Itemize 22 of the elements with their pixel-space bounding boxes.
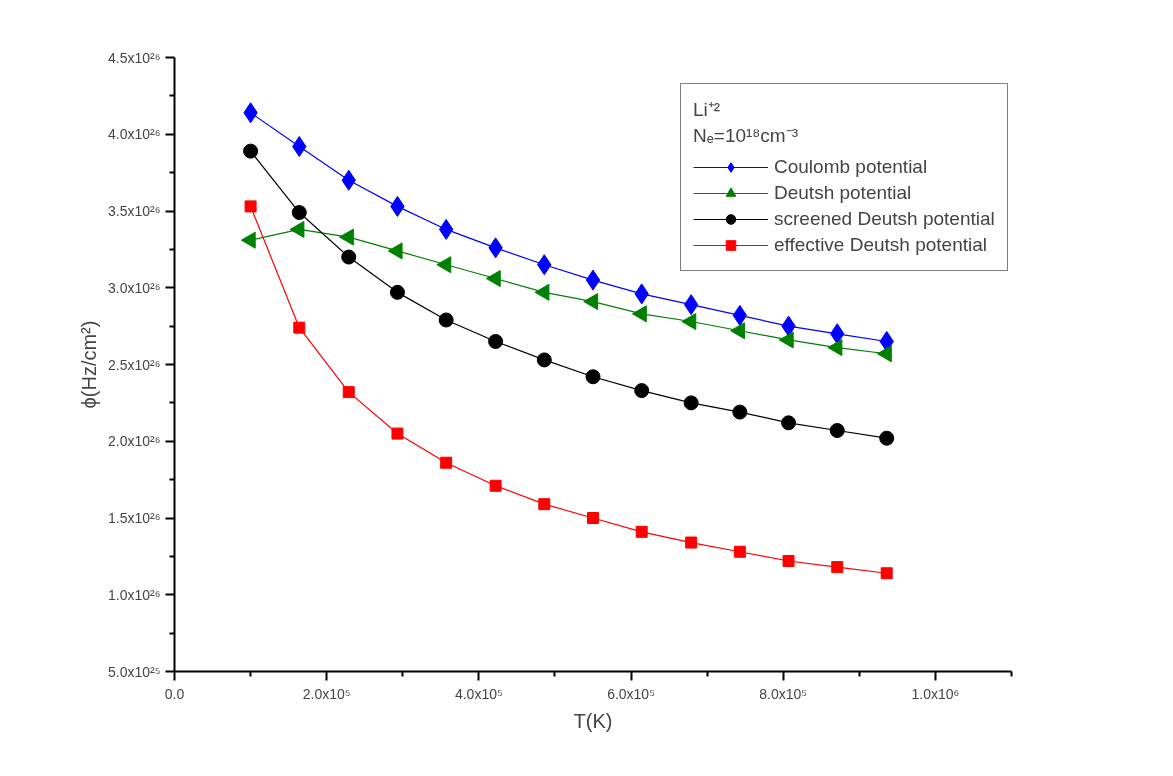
y-tick-label: 4.5x10²⁶ <box>108 49 161 66</box>
x-tick-label: 2.0x10⁵ <box>302 685 351 702</box>
x-tick-label: 0.0 <box>164 685 185 702</box>
x-tick-label: 8.0x10⁵ <box>759 685 808 702</box>
y-tick-label: 1.0x10²⁶ <box>108 586 161 603</box>
y-tick-label: 2.0x10²⁶ <box>108 433 161 450</box>
y-tick-label: 3.5x10²⁶ <box>108 203 161 219</box>
y-axis-title: ϕ(Hz/cm²) <box>78 320 100 409</box>
x-axis-title: T(K) <box>573 709 613 732</box>
x-tick-label: 4.0x10⁵ <box>454 685 503 702</box>
legend-title: Li⁺² Nₑ=10¹⁸cm⁻³ <box>693 98 799 148</box>
legend-label: Deutsh potential <box>774 181 912 205</box>
y-tick-label: 5.0x10²⁵ <box>108 663 161 680</box>
legend-label: effective Deutsh potential <box>774 233 988 257</box>
y-tick-label: 4.0x10²⁶ <box>108 126 161 143</box>
y-tick-label: 1.5x10²⁶ <box>108 510 161 526</box>
x-tick-label: 1.0x10⁶ <box>911 685 960 702</box>
legend-label: screened Deutsh potential <box>774 207 995 231</box>
y-tick-label: 2.5x10²⁶ <box>108 356 161 373</box>
y-tick-label: 3.0x10²⁶ <box>108 279 161 296</box>
legend-label: Coulomb potential <box>774 155 928 179</box>
x-tick-label: 6.0x10⁵ <box>607 685 655 702</box>
